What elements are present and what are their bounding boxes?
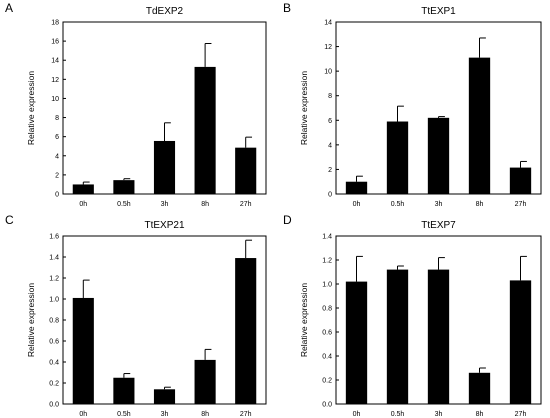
y-tick-label: 0.0 (49, 402, 59, 409)
bar-0h (72, 184, 94, 194)
bar-8h (194, 359, 216, 404)
bar-0.5h (113, 377, 135, 404)
y-tick-label: 1.4 (322, 234, 332, 241)
y-tick-label: 0.8 (322, 306, 332, 313)
chart-title: TtEXP1 (421, 6, 456, 17)
bar-8h (194, 66, 216, 194)
y-tick-label: 18 (51, 20, 59, 27)
x-tick-label: 8h (201, 411, 209, 418)
x-tick-label: 8h (476, 201, 484, 208)
bar-0h (345, 281, 368, 404)
panel-b: B TtEXP1 Relative expression 0 2 4 6 8 10 12 14 0h 0… (283, 1, 542, 208)
y-tick-label: 1.2 (322, 258, 332, 265)
bar-27h (235, 258, 257, 404)
bar-3h (427, 269, 450, 404)
y-tick-label: 1.2 (49, 276, 59, 283)
bar-0h (72, 297, 94, 404)
plot-frame (335, 235, 542, 405)
bar-3h (153, 389, 176, 404)
x-tick-label: 3h (435, 201, 443, 208)
bar-3h (153, 140, 176, 194)
x-tick-label: 0h (353, 201, 361, 208)
y-tick-label: 4 (328, 142, 332, 149)
y-tick-label: 1.6 (49, 234, 59, 241)
y-tick-label: 0.0 (322, 402, 332, 409)
y-tick-label: 0.8 (49, 318, 59, 325)
bar-3h (427, 117, 450, 194)
y-tick-label: 10 (51, 96, 59, 103)
bar-8h (468, 57, 491, 194)
x-tick-label: 0.5h (391, 201, 405, 208)
x-tick-label: 3h (161, 201, 169, 208)
bar-27h (509, 280, 532, 404)
panel-letter: D (283, 213, 292, 227)
panel-c: C TtEXP21 Relative expression 0.0 0.2 0.4 0.6 0… (5, 213, 267, 418)
y-axis-label: Relative expression (26, 283, 36, 357)
x-tick-label: 3h (161, 411, 169, 418)
panel-letter: C (5, 213, 14, 227)
y-tick-label: 0.4 (322, 354, 332, 361)
y-tick-label: 14 (51, 58, 59, 65)
x-tick-label: 27h (240, 411, 252, 418)
plot-frame (335, 21, 542, 195)
y-axis-label: Relative expression (26, 71, 36, 145)
bar-0h (345, 181, 368, 194)
chart-title: TtEXP21 (144, 220, 184, 231)
bar-0.5h (113, 180, 135, 194)
y-tick-label: 6 (328, 118, 332, 125)
y-tick-label: 8 (328, 93, 332, 100)
bar-27h (509, 167, 532, 194)
y-tick-label: 0.6 (49, 339, 59, 346)
y-tick-label: 10 (324, 69, 332, 76)
y-tick-label: 1.0 (322, 282, 332, 289)
y-tick-label: 2 (55, 172, 59, 179)
panel-letter: A (5, 1, 13, 15)
x-tick-label: 27h (515, 411, 527, 418)
y-tick-label: 6 (55, 134, 59, 141)
x-tick-label: 3h (435, 411, 443, 418)
y-tick-label: 0.2 (322, 378, 332, 385)
y-tick-label: 4 (55, 153, 59, 160)
bar-27h (235, 147, 257, 194)
y-tick-label: 8 (55, 115, 59, 122)
panel-letter: B (283, 1, 291, 15)
x-tick-label: 0.5h (391, 411, 405, 418)
x-tick-label: 0h (79, 201, 87, 208)
x-tick-label: 0.5h (117, 201, 131, 208)
chart-title: TtEXP7 (421, 220, 456, 231)
y-tick-label: 1.4 (49, 255, 59, 262)
y-axis-label: Relative expression (299, 71, 309, 145)
y-tick-label: 12 (51, 77, 59, 84)
y-tick-label: 0.2 (49, 381, 59, 388)
panel-d: D TtEXP7 Relative expression 0.0 0.2 0.4 0.6 0.… (283, 213, 542, 418)
panel-a: A TdEXP2 Relative expression 0 2 4 6 8 10 12 14 16 1… (5, 1, 267, 208)
x-tick-label: 27h (240, 201, 252, 208)
y-tick-label: 0 (328, 192, 332, 199)
x-tick-label: 0.5h (117, 411, 131, 418)
bar-8h (468, 372, 491, 404)
y-tick-label: 12 (324, 44, 332, 51)
x-tick-label: 8h (201, 201, 209, 208)
bar-0.5h (386, 121, 409, 194)
y-tick-label: 2 (328, 167, 332, 174)
y-tick-label: 0.4 (49, 360, 59, 367)
x-tick-label: 0h (353, 411, 361, 418)
x-tick-label: 8h (476, 411, 484, 418)
x-tick-label: 27h (515, 201, 527, 208)
x-tick-label: 0h (79, 411, 87, 418)
y-tick-label: 0.6 (322, 330, 332, 337)
bar-0.5h (386, 269, 409, 404)
plot-frame (62, 21, 267, 195)
y-tick-label: 14 (324, 20, 332, 27)
y-tick-label: 0 (55, 192, 59, 199)
y-tick-label: 1.0 (49, 297, 59, 304)
y-tick-label: 16 (51, 39, 59, 46)
y-axis-label: Relative expression (299, 283, 309, 357)
chart-title: TdEXP2 (146, 6, 184, 17)
